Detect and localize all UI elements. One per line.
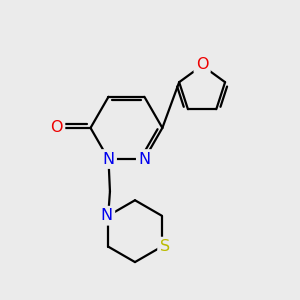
- Text: O: O: [50, 120, 63, 135]
- Text: N: N: [102, 152, 115, 166]
- Text: O: O: [196, 56, 208, 71]
- Text: N: N: [138, 152, 151, 166]
- Text: S: S: [160, 239, 170, 254]
- Text: N: N: [101, 208, 113, 223]
